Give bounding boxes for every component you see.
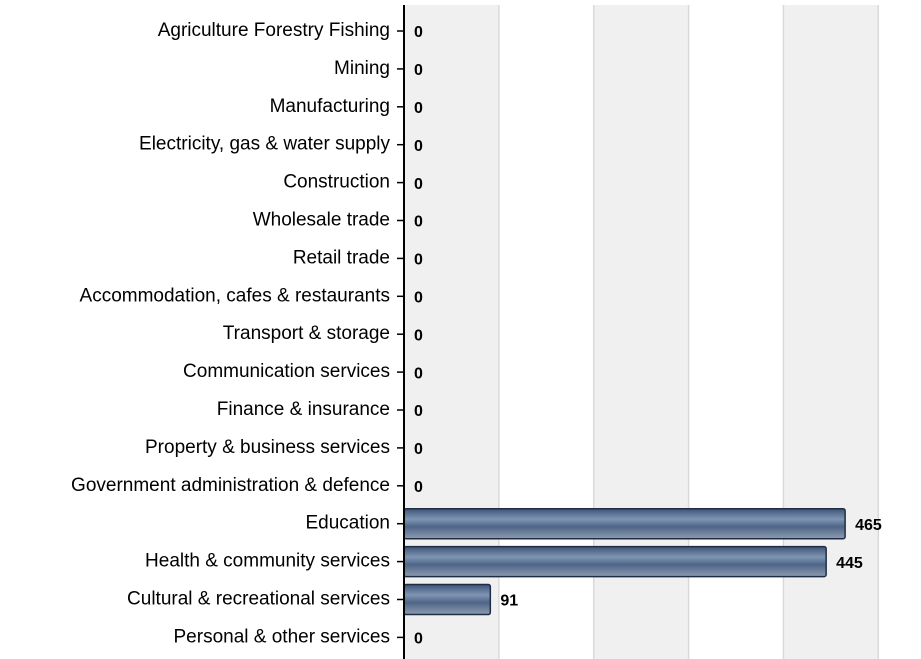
y-tick-label: Cultural & recreational services bbox=[127, 589, 390, 610]
value-label: 0 bbox=[414, 631, 423, 648]
value-label: 0 bbox=[414, 327, 423, 344]
bands bbox=[404, 5, 879, 659]
y-tick-label: Retail trade bbox=[293, 247, 390, 268]
y-tick-label: Manufacturing bbox=[270, 96, 390, 117]
value-label: 0 bbox=[414, 176, 423, 193]
value-label: 0 bbox=[414, 62, 423, 79]
bar bbox=[403, 545, 827, 578]
value-label: 0 bbox=[414, 403, 423, 420]
bar bbox=[403, 507, 846, 540]
y-tick-label: Accommodation, cafes & restaurants bbox=[80, 285, 390, 306]
y-tick-label: Health & community services bbox=[145, 551, 390, 572]
y-tick-label: Agriculture Forestry Fishing bbox=[158, 20, 390, 41]
y-tick-label: Electricity, gas & water supply bbox=[139, 134, 390, 155]
value-label: 0 bbox=[414, 441, 423, 458]
bar bbox=[403, 583, 492, 616]
y-tick-label: Communication services bbox=[183, 361, 390, 382]
y-tick-label: Government administration & defence bbox=[71, 475, 390, 496]
y-tick-label: Mining bbox=[334, 58, 390, 79]
value-label: 0 bbox=[414, 290, 423, 307]
value-label: 0 bbox=[414, 479, 423, 496]
y-tick-label: Wholesale trade bbox=[253, 210, 390, 231]
marks: Agriculture Forestry Fishing 0 Mining 0 Manu… bbox=[71, 20, 882, 648]
y-tick-label: Property & business services bbox=[145, 437, 390, 458]
value-label: 0 bbox=[414, 100, 423, 117]
value-label: 0 bbox=[414, 252, 423, 269]
value-label: 0 bbox=[414, 214, 423, 231]
value-label: 91 bbox=[500, 593, 518, 610]
value-label: 445 bbox=[836, 555, 863, 572]
value-label: 0 bbox=[414, 138, 423, 155]
y-tick-label: Transport & storage bbox=[223, 323, 390, 344]
y-tick-label: Education bbox=[305, 513, 390, 534]
value-label: 465 bbox=[855, 517, 882, 534]
value-label: 0 bbox=[414, 24, 423, 41]
y-tick-label: Construction bbox=[283, 172, 390, 193]
value-label: 0 bbox=[414, 365, 423, 382]
y-tick-label: Finance & insurance bbox=[217, 399, 390, 420]
y-tick-label: Personal & other services bbox=[174, 626, 391, 647]
